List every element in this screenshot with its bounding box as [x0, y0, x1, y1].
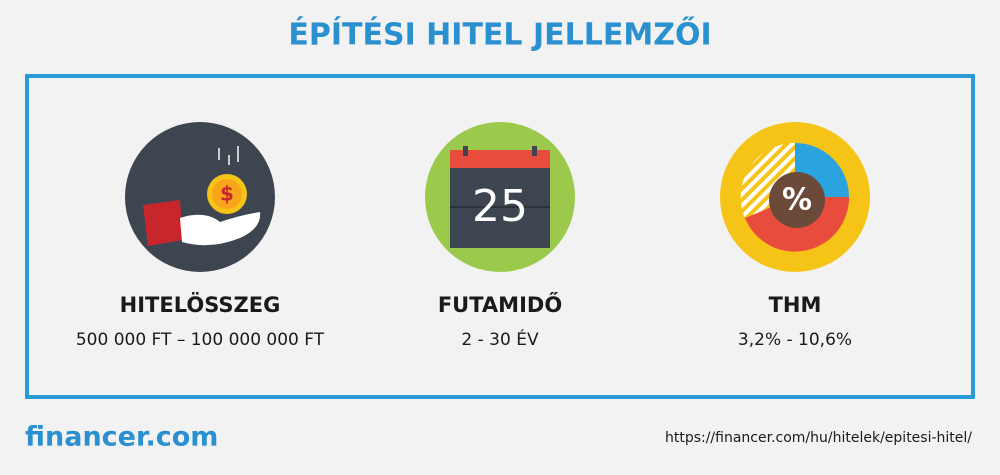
item-value: 500 000 FT – 100 000 000 FT	[76, 330, 325, 350]
item-label: FUTAMIDŐ	[438, 292, 562, 317]
coin-symbol: $	[220, 182, 234, 206]
item-label: HITELÖSSZEG	[120, 292, 281, 317]
money-icon: $	[125, 122, 275, 272]
item-label: THM	[769, 293, 822, 317]
item-value: 2 - 30 ÉV	[461, 328, 539, 350]
logo: financer.com	[25, 422, 218, 453]
source-url: https://financer.com/hu/hitelek/epitesi-…	[665, 430, 972, 446]
item-value: 3,2% - 10,6%	[738, 330, 852, 350]
frame	[25, 74, 975, 399]
percent-icon: %	[720, 122, 870, 272]
percent-symbol: %	[782, 183, 812, 218]
calendar-day: 25	[472, 181, 528, 232]
title: ÉPÍTÉSI HITEL JELLEMZŐI	[288, 16, 711, 53]
calendar-icon: 25	[425, 122, 575, 272]
